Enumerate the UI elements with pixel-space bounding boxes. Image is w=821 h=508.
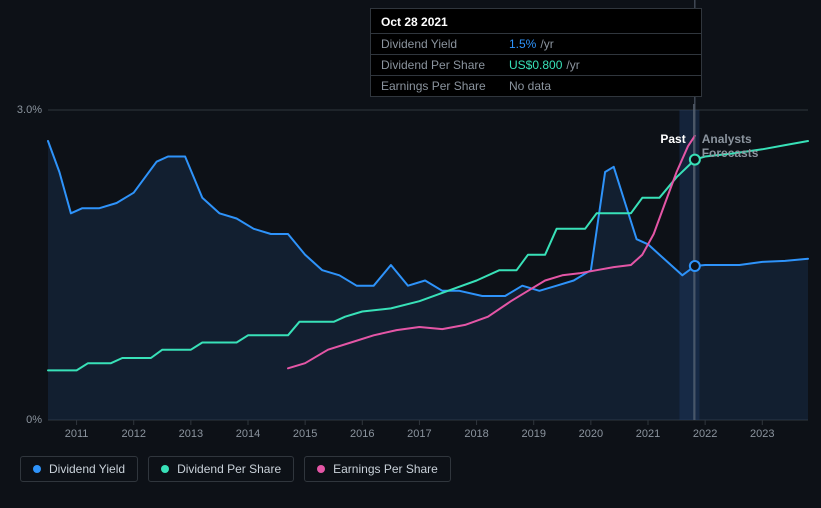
x-axis-tick-label: 2015	[293, 428, 317, 440]
legend-item[interactable]: Earnings Per Share	[304, 456, 451, 482]
x-axis-tick-label: 2013	[179, 428, 203, 440]
legend-item[interactable]: Dividend Yield	[20, 456, 138, 482]
tooltip-date: Oct 28 2021	[371, 9, 701, 33]
x-axis-tick-label: 2020	[579, 428, 603, 440]
tooltip-row-unit: /yr	[540, 37, 553, 51]
chart-plot-area[interactable]: 0%3.0% Past Analysts Forecasts	[48, 110, 808, 420]
tooltip-row-value: US$0.800	[509, 58, 562, 72]
tooltip-row-value: No data	[509, 79, 551, 93]
chart-legend: Dividend Yield Dividend Per Share Earnings…	[20, 456, 451, 482]
legend-dot-icon	[161, 465, 169, 473]
legend-label: Dividend Yield	[49, 462, 125, 476]
legend-item[interactable]: Dividend Per Share	[148, 456, 294, 482]
tooltip-row: Earnings Per Share No data	[371, 75, 701, 96]
legend-dot-icon	[33, 465, 41, 473]
legend-label: Earnings Per Share	[333, 462, 438, 476]
x-axis-tick-label: 2023	[750, 428, 774, 440]
y-axis-tick-label: 0%	[26, 414, 42, 426]
tooltip-row-label: Dividend Per Share	[381, 58, 501, 72]
tooltip-row: Dividend Yield 1.5% /yr	[371, 33, 701, 54]
tooltip-row-unit: /yr	[566, 58, 579, 72]
tooltip-row-value: 1.5%	[509, 37, 536, 51]
period-label-past: Past	[660, 132, 685, 146]
x-axis-tick-label: 2012	[121, 428, 145, 440]
x-axis-tick-label: 2014	[236, 428, 260, 440]
x-axis-tick-label: 2018	[464, 428, 488, 440]
tooltip-row-label: Dividend Yield	[381, 37, 501, 51]
legend-dot-icon	[317, 465, 325, 473]
chart-container: Oct 28 2021 Dividend Yield1.5%/yrDividen…	[0, 0, 821, 508]
x-axis-tick-label: 2017	[407, 428, 431, 440]
x-axis-tick-label: 2016	[350, 428, 374, 440]
x-axis-tick-label: 2019	[521, 428, 545, 440]
x-axis-tick-label: 2021	[636, 428, 660, 440]
tooltip-row-label: Earnings Per Share	[381, 79, 501, 93]
tooltip-row: Dividend Per Share US$0.800/yr	[371, 54, 701, 75]
y-axis-tick-label: 3.0%	[17, 104, 42, 116]
period-label-forecast: Analysts Forecasts	[702, 132, 808, 160]
data-tooltip: Oct 28 2021 Dividend Yield1.5%/yrDividen…	[370, 8, 702, 97]
x-axis-tick-label: 2011	[65, 428, 89, 440]
x-axis-tick-label: 2022	[693, 428, 717, 440]
legend-label: Dividend Per Share	[177, 462, 281, 476]
chart-svg[interactable]	[48, 110, 808, 420]
